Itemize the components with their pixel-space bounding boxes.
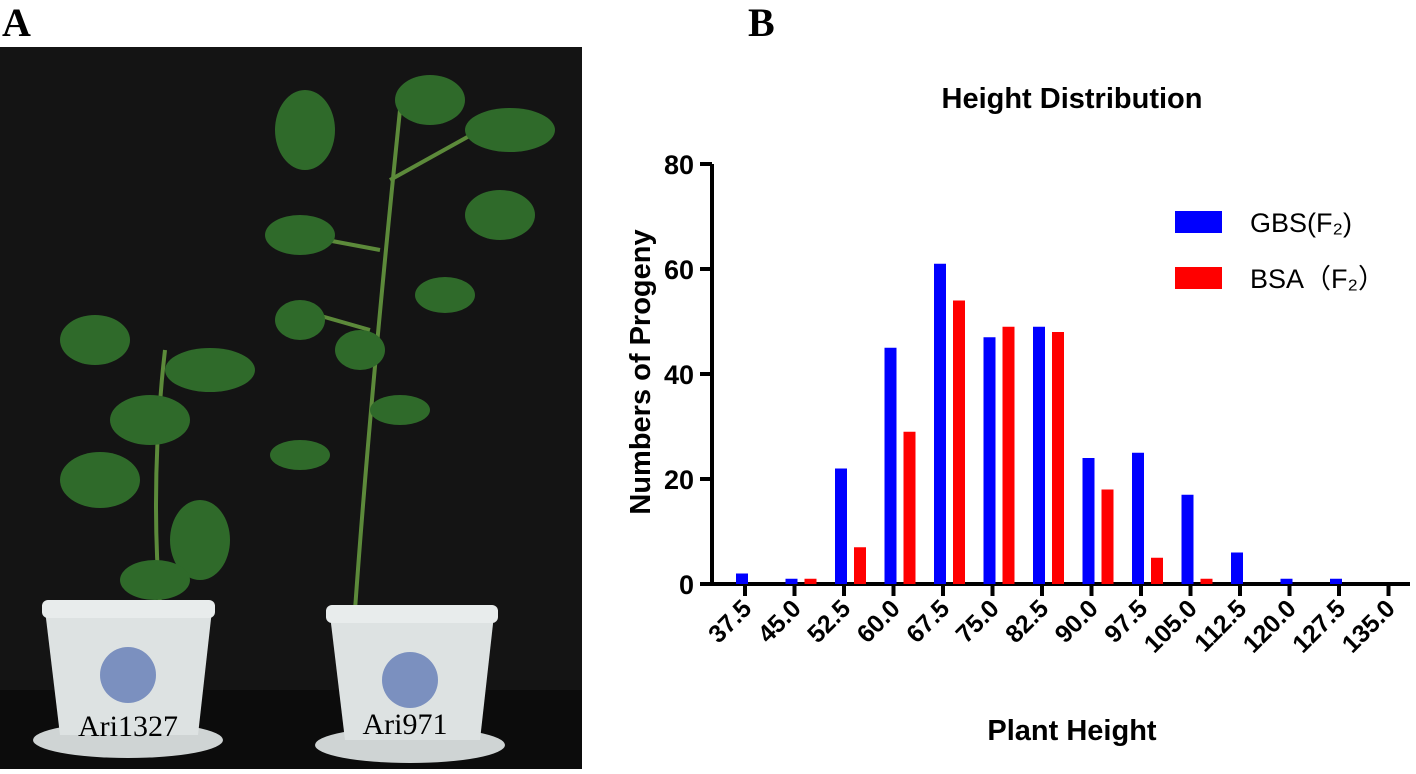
x-tick-label: 75.0 — [951, 594, 1005, 648]
bar — [736, 573, 748, 584]
y-tick-label: 20 — [664, 465, 694, 495]
bar — [1101, 489, 1114, 584]
y-tick-label: 0 — [679, 570, 694, 600]
bar — [785, 578, 798, 584]
legend-label: GBS(F₂) — [1250, 208, 1352, 238]
plant-label: Ari971 — [363, 708, 448, 741]
y-tick-label: 60 — [664, 255, 694, 285]
bar — [1052, 332, 1064, 584]
y-tick-label: 40 — [664, 360, 694, 390]
legend-swatch — [1175, 211, 1222, 233]
x-tick-label: 60.0 — [852, 594, 906, 648]
bar — [1082, 458, 1095, 584]
x-tick-label: 112.5 — [1189, 594, 1252, 657]
pots — [33, 600, 505, 763]
chart-title: Height Distribution — [942, 83, 1203, 115]
bar — [983, 337, 996, 584]
legend-label: BSA（F₂） — [1250, 264, 1385, 294]
x-tick-label: 127.5 — [1287, 594, 1351, 658]
x-tick-label: 90.0 — [1050, 594, 1104, 648]
bar — [934, 263, 946, 584]
bar — [1033, 326, 1045, 584]
bar — [1132, 452, 1144, 584]
bar — [1330, 578, 1342, 584]
panel-label: B — [748, 0, 775, 45]
x-axis-label: Plant Height — [987, 715, 1157, 747]
plant-label: Ari1327 — [78, 710, 178, 743]
photo: Ari1327 Ari971 — [0, 47, 582, 769]
bar — [835, 468, 847, 584]
x-tick-label: 67.5 — [901, 594, 955, 648]
panel-label: A — [2, 0, 31, 45]
bar — [953, 300, 965, 584]
bar — [804, 578, 817, 584]
legend-swatch — [1175, 267, 1222, 289]
x-tick-label: 82.5 — [1000, 594, 1054, 648]
bar — [1231, 552, 1243, 584]
bar — [903, 431, 916, 584]
leaves — [60, 75, 555, 600]
bar — [1002, 326, 1015, 584]
x-tick-label: 120.0 — [1238, 594, 1302, 658]
x-tick-label: 135.0 — [1337, 594, 1401, 658]
bar — [1200, 578, 1213, 584]
x-tick-label: 45.0 — [753, 594, 807, 648]
chart: Height Distribution Plant Height Numbers… — [625, 83, 1410, 747]
x-tick-label: 52.5 — [802, 594, 856, 648]
x-tick-label: 37.5 — [703, 594, 757, 648]
x-tick-label: 105.0 — [1139, 594, 1203, 658]
y-axis-label: Numbers of Progeny — [625, 229, 657, 514]
y-tick-label: 80 — [664, 150, 694, 180]
bar — [1181, 494, 1194, 584]
bar — [884, 347, 897, 584]
bar — [1151, 557, 1163, 584]
bar — [854, 547, 866, 584]
bar — [1280, 578, 1293, 584]
